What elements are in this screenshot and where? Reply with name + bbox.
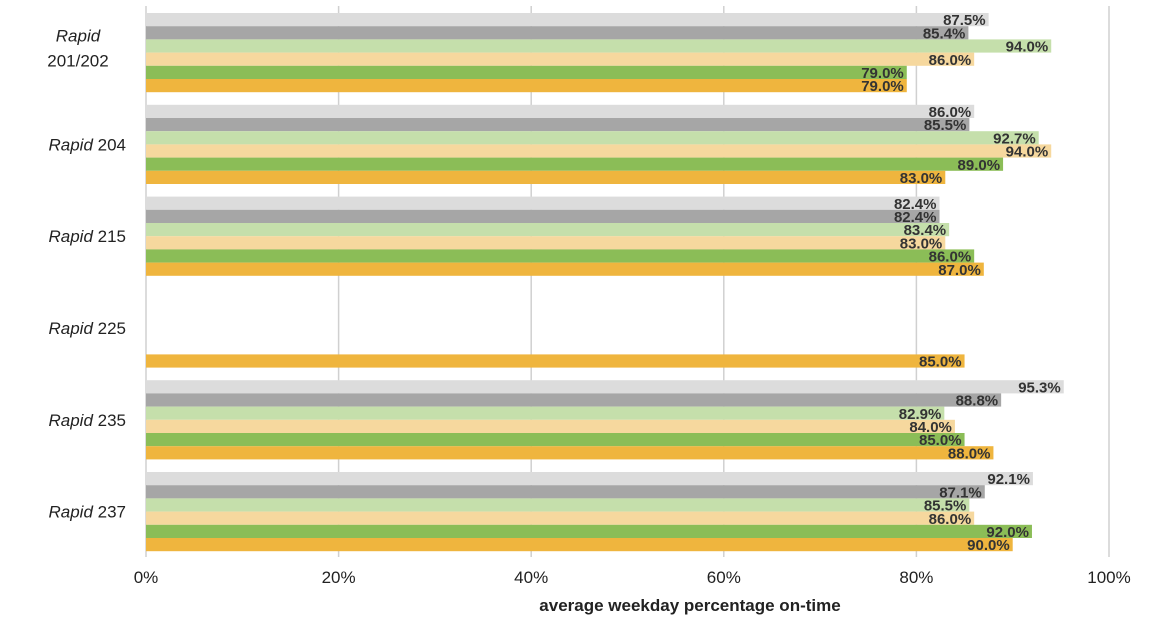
bar	[146, 196, 940, 210]
data-label: 85.0%	[919, 354, 962, 371]
data-label: 83.0%	[900, 170, 943, 187]
data-label: 88.0%	[948, 445, 991, 462]
bar	[146, 223, 950, 237]
data-label: 84.0%	[909, 419, 952, 436]
bar	[146, 157, 1004, 171]
data-label: 87.0%	[938, 262, 981, 279]
data-label: 86.0%	[929, 52, 972, 69]
data-label: 79.0%	[861, 65, 904, 82]
bar	[146, 26, 969, 40]
data-label: 89.0%	[958, 157, 1001, 174]
x-tick-label: 100%	[1087, 568, 1130, 587]
x-tick-label: 20%	[322, 568, 356, 587]
bar	[146, 446, 994, 460]
data-label: 86.0%	[929, 249, 972, 266]
bar	[146, 511, 975, 525]
data-label: 92.0%	[986, 524, 1029, 541]
data-label: 85.5%	[924, 498, 967, 515]
data-label: 95.3%	[1018, 379, 1061, 396]
category-label: Rapid 225	[48, 319, 126, 338]
bar	[146, 65, 907, 79]
category-label-suffix: 201/202	[47, 52, 108, 71]
data-label: 86.0%	[929, 511, 972, 528]
data-label: 83.4%	[904, 222, 947, 239]
x-tick-label: 0%	[134, 568, 159, 587]
x-axis-title: average weekday percentage on-time	[539, 596, 840, 615]
bar	[146, 236, 946, 250]
category-label-prefix: Rapid	[56, 27, 101, 46]
category-label: Rapid 204	[48, 135, 126, 154]
data-label: 83.0%	[900, 235, 943, 252]
data-label: 87.1%	[939, 484, 982, 501]
data-label: 79.0%	[861, 78, 904, 95]
x-tick-labels: 0% 20% 40% 60% 80% 100%	[134, 568, 1131, 587]
bar	[146, 498, 970, 512]
bar	[146, 538, 1013, 552]
data-label: 88.8%	[956, 393, 999, 410]
data-label: 92.1%	[987, 471, 1030, 488]
gridlines	[145, 6, 1110, 557]
data-label: 85.4%	[923, 25, 966, 42]
bar	[146, 419, 955, 433]
data-label: 82.4%	[894, 209, 937, 226]
bar	[146, 524, 1032, 538]
data-label: 87.5%	[943, 12, 986, 29]
category-labels: Rapid 201/202 Rapid 204 Rapid 215 Rapid 225 R…	[47, 27, 126, 522]
data-label: 86.0%	[929, 104, 972, 121]
bar	[146, 104, 975, 118]
category-label: Rapid 215	[48, 227, 126, 246]
data-label: 85.5%	[924, 117, 967, 134]
bar	[146, 262, 984, 276]
data-label: 82.4%	[894, 196, 937, 213]
bar	[146, 144, 1052, 158]
x-tick-label: 80%	[899, 568, 933, 587]
bar	[146, 209, 940, 223]
data-label: 90.0%	[967, 537, 1010, 554]
data-label: 82.9%	[899, 406, 942, 423]
bar	[146, 13, 989, 27]
bar	[146, 79, 907, 93]
bar	[146, 485, 985, 499]
bar	[146, 393, 1002, 407]
bars	[146, 13, 1064, 552]
bar	[146, 249, 975, 263]
x-tick-label: 40%	[514, 568, 548, 587]
data-label: 94.0%	[1006, 144, 1049, 161]
data-label: 92.7%	[993, 130, 1036, 147]
bar	[146, 406, 945, 420]
bar	[146, 52, 975, 66]
bar	[146, 170, 946, 184]
data-label: 85.0%	[919, 432, 962, 449]
data-label: 94.0%	[1006, 39, 1049, 56]
bar	[146, 39, 1052, 53]
x-tick-label: 60%	[707, 568, 741, 587]
data-labels: 87.5%85.4%94.0%86.0%79.0%79.0%86.0%85.5%…	[861, 12, 1061, 554]
bar	[146, 472, 1033, 486]
bar	[146, 131, 1039, 145]
bar	[146, 433, 965, 447]
category-label: Rapid 235	[48, 411, 126, 430]
bar	[146, 380, 1064, 394]
category-label: Rapid 237	[48, 503, 126, 522]
bar	[146, 354, 965, 368]
bar	[146, 118, 970, 132]
